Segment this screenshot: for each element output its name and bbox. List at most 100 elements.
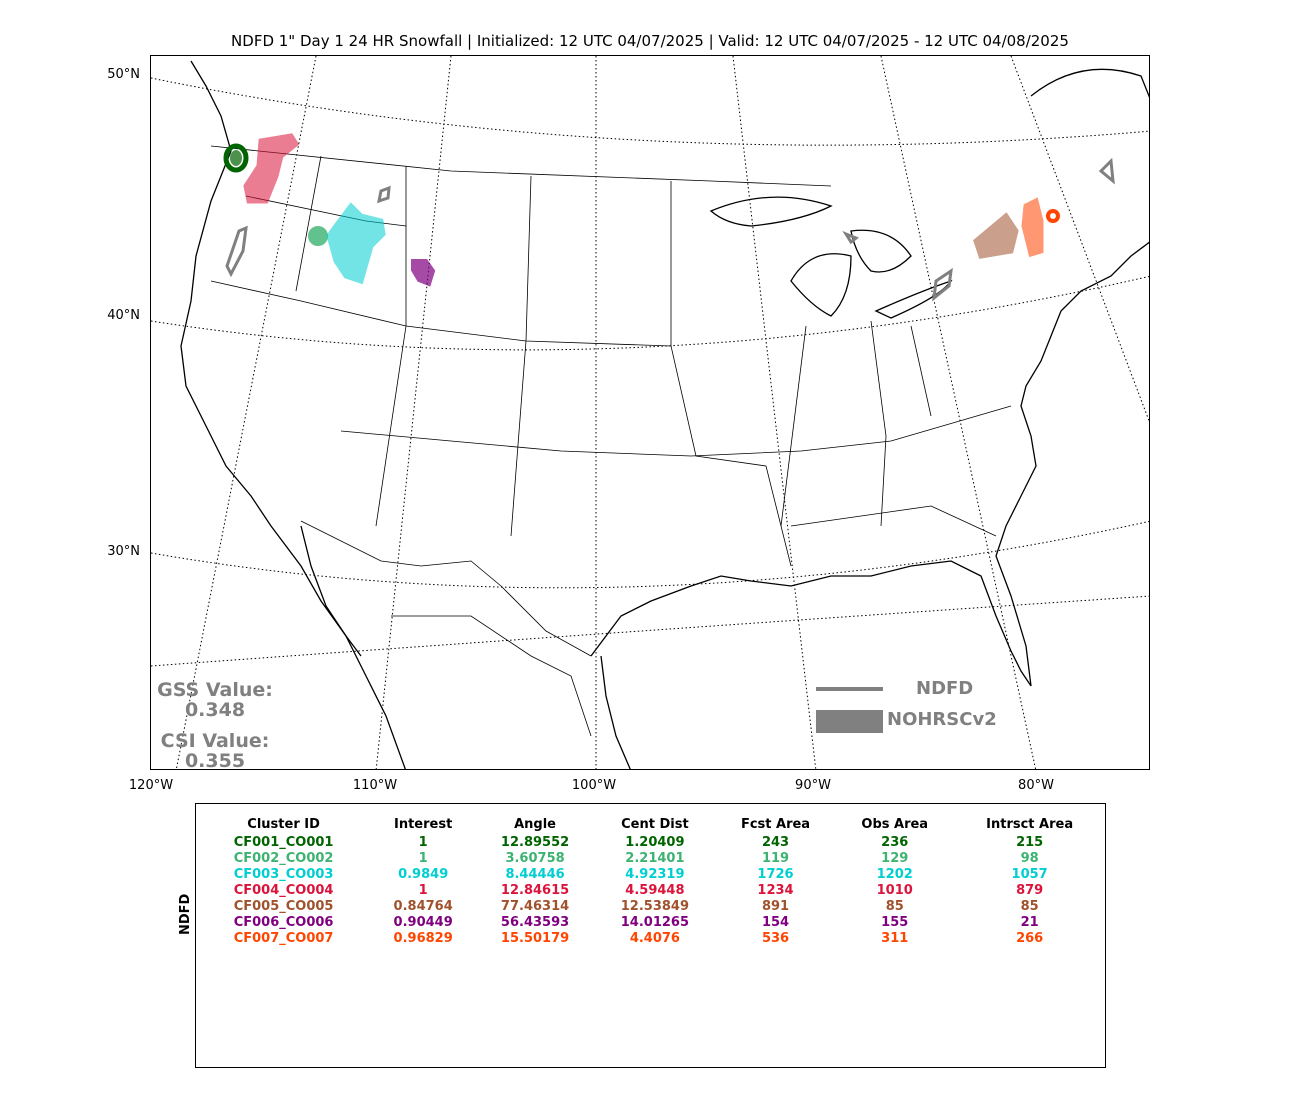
table-cell: 56.43593 <box>500 914 570 930</box>
gss-value: 0.348 <box>184 699 246 721</box>
table-cell: 1057 <box>1011 866 1048 882</box>
graticule-lat-25 <box>151 595 1149 667</box>
table-side-label: NDFD <box>178 893 193 935</box>
table-cell: 4.4076 <box>629 930 680 946</box>
lake-huron <box>850 229 912 273</box>
border-se <box>790 505 997 537</box>
border-ns3 <box>340 405 1012 457</box>
table-cell: 85 <box>885 898 904 914</box>
table-cell: 1010 <box>876 882 913 898</box>
table-cell: 12.53849 <box>620 898 690 914</box>
table-cell: 0.96829 <box>393 930 453 946</box>
table-row: CF002_CO002 1 3.60758 2.21401 119 129 98 <box>196 850 1106 866</box>
graticule-lon-90 <box>732 56 817 769</box>
table-cell: 2.21401 <box>625 850 685 866</box>
cluster-cf005 <box>973 212 1019 259</box>
lake-superior <box>709 196 833 227</box>
table-cell: 891 <box>761 898 790 914</box>
lon-label-110: 110°W <box>352 778 398 793</box>
table-cell: CF001_CO001 <box>233 834 334 850</box>
table-body: CF001_CO001 1 12.89552 1.20409 243 236 215 CF00… <box>196 834 1106 946</box>
border-mexico <box>300 520 592 657</box>
table-cell: 0.9849 <box>398 866 449 882</box>
table-row: CF004_CO004 1 12.84615 4.59448 1234 1010 879 <box>196 882 1106 898</box>
table-cell: 12.84615 <box>500 882 570 898</box>
state-borders <box>210 145 1012 737</box>
table-cell: 3.60758 <box>505 850 565 866</box>
table-row: CF007_CO007 0.96829 15.50179 4.4076 536 311 26… <box>196 930 1106 946</box>
table-cell: 8.44446 <box>505 866 565 882</box>
table-cell: 311 <box>881 930 909 946</box>
graticule-lat-30 <box>151 520 1149 589</box>
table-cell: 1234 <box>757 882 794 898</box>
header-cent-dist: Cent Dist <box>621 816 689 832</box>
cluster-cf003 <box>326 202 386 285</box>
border-ew6 <box>870 320 887 527</box>
table-row: CF006_CO006 0.90449 56.43593 14.01265 154 155… <box>196 914 1106 930</box>
header-angle: Angle <box>514 816 557 832</box>
graticule-lon-120 <box>175 56 317 769</box>
legend-nohrsc-label: NOHRSCv2 <box>887 709 997 730</box>
lake-erie <box>874 279 953 319</box>
table-row: CF001_CO001 1 12.89552 1.20409 243 236 215 <box>196 834 1106 850</box>
west-coast <box>180 60 406 769</box>
table-row: CF003_CO003 0.9849 8.44446 4.92319 1726 1202 1… <box>196 866 1106 882</box>
gss-label: GSS Value: <box>157 679 273 701</box>
table-cell: 154 <box>761 914 790 930</box>
lon-label-100: 100°W <box>571 778 617 793</box>
table-cell: 0.90449 <box>393 914 453 930</box>
coastlines <box>180 60 1149 769</box>
header-intrsct-area: Intrsct Area <box>986 816 1074 832</box>
header-obs-area: Obs Area <box>861 816 929 832</box>
cluster-cf004 <box>243 133 300 204</box>
table-cell: 15.50179 <box>500 930 570 946</box>
cluster-stats-panel: Cluster ID Interest Angle Cent Dist Fcst… <box>195 803 1106 1068</box>
graticule <box>151 56 1149 769</box>
csi-label: CSI Value: <box>160 730 270 752</box>
table-cell: 1 <box>418 882 428 898</box>
border-ew3 <box>510 175 532 537</box>
table-cell: CF004_CO004 <box>233 882 334 898</box>
map-title: NDFD 1" Day 1 24 HR Snowfall | Initializ… <box>231 32 1069 50</box>
lat-label-30: 30°N <box>107 544 140 559</box>
table-cell: 77.46314 <box>500 898 570 914</box>
table-cell: CF007_CO007 <box>233 930 334 946</box>
table-cell: CF005_CO005 <box>233 898 334 914</box>
legend-nohrsc-swatch <box>816 710 883 733</box>
lon-label-90: 90°W <box>795 778 831 793</box>
cluster-cf006 <box>411 259 436 287</box>
table-header-row: Cluster ID Interest Angle Cent Dist Fcst… <box>196 814 1106 834</box>
table-row: CF005_CO005 0.84764 77.46314 12.53849 891 85 8… <box>196 898 1106 914</box>
table-cell: 243 <box>761 834 790 850</box>
graticule-lat-40 <box>151 275 1149 351</box>
atlantic-coast <box>995 241 1149 687</box>
header-fcst-area: Fcst Area <box>740 816 811 832</box>
table-cell: 4.92319 <box>625 866 685 882</box>
table-cell: 1 <box>418 834 428 850</box>
border-ns2 <box>210 280 672 347</box>
basemap <box>151 56 1149 769</box>
lon-label-80: 80°W <box>1018 778 1054 793</box>
table-cell: 98 <box>1020 850 1039 866</box>
cluster-cf007 <box>1021 197 1060 258</box>
newfoundland-coast <box>1030 68 1149 98</box>
header-cluster-id: Cluster ID <box>247 816 320 832</box>
border-ohio <box>910 325 932 417</box>
cluster-cf002 <box>308 226 328 246</box>
table-cell: CF003_CO003 <box>233 866 334 882</box>
table-cell: 1.20409 <box>625 834 685 850</box>
table-cell: 0.84764 <box>393 898 453 914</box>
table-cell: 85 <box>1020 898 1039 914</box>
cluster-stats-table: Cluster ID Interest Angle Cent Dist Fcst… <box>196 814 1106 946</box>
table-cell: 236 <box>881 834 909 850</box>
cluster-cf001 <box>223 143 249 173</box>
table-cell: CF006_CO006 <box>233 914 334 930</box>
border-ew5 <box>780 325 807 527</box>
border-ew2 <box>375 166 407 527</box>
border-ew4 <box>670 181 792 567</box>
header-interest: Interest <box>394 816 453 832</box>
table-cell: 155 <box>881 914 909 930</box>
graticule-lon-80 <box>880 56 1037 769</box>
table-cell: 536 <box>761 930 790 946</box>
lat-label-40: 40°N <box>107 308 140 323</box>
